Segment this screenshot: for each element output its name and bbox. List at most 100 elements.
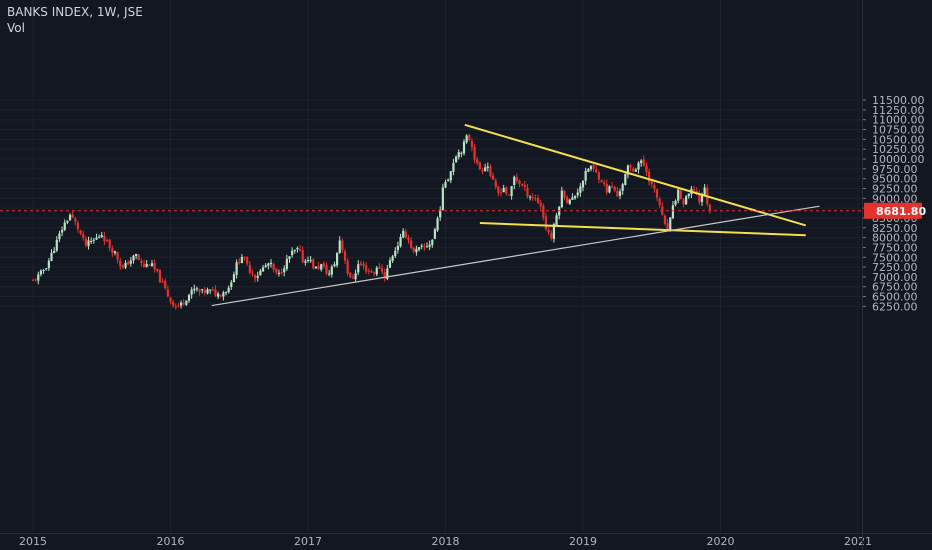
candle-down [600, 180, 603, 183]
price-axis-label: 9250.00 [872, 182, 918, 195]
candle-up [454, 156, 458, 163]
candle-up [256, 275, 259, 278]
candle-down [666, 223, 669, 230]
candle-up [145, 263, 148, 267]
candle-down [103, 235, 106, 242]
candle-down [312, 259, 315, 269]
candle-up [330, 266, 333, 275]
candle-up [555, 215, 558, 226]
candle-down [595, 169, 598, 173]
candle-up [201, 289, 204, 291]
candle-up [53, 250, 56, 253]
candle-up [55, 239, 58, 251]
candle-down [169, 297, 172, 302]
price-axis-label: 6250.00 [872, 300, 918, 313]
candle-up [484, 167, 487, 171]
candle-down [166, 289, 169, 297]
candle-up [296, 247, 299, 250]
candle-up [63, 222, 66, 230]
candle-up [124, 262, 127, 268]
price-axis-label: 8000.00 [872, 232, 918, 245]
candle-up [222, 292, 225, 297]
candle-up [357, 264, 360, 273]
price-axis-label: 9000.00 [872, 192, 918, 205]
candle-down [76, 222, 80, 230]
candle-down [592, 165, 595, 169]
trendline-yellow-2 [479, 222, 806, 237]
candle-up [98, 236, 101, 238]
candle-down [174, 306, 177, 308]
candle-down [161, 281, 164, 283]
candle-up [529, 196, 532, 198]
candle-up [425, 246, 429, 248]
candle-down [547, 229, 550, 233]
candle-up [439, 209, 442, 218]
candle-down [177, 305, 180, 307]
candle-down [325, 265, 328, 274]
candle-down [373, 272, 376, 274]
trendlines [211, 123, 820, 307]
candle-down [629, 165, 632, 168]
candle-down [351, 277, 355, 279]
price-axis-label: 11500.00 [872, 94, 925, 107]
candle-down [423, 246, 426, 248]
trendline-white-3 [211, 205, 820, 307]
candle-up [291, 250, 294, 256]
candle-up [396, 245, 400, 251]
candle-up [333, 264, 336, 267]
price-axis-label: 11250.00 [872, 104, 925, 117]
candle-down [478, 162, 481, 170]
price-axis-label: 8250.00 [872, 222, 918, 235]
candle-up [703, 187, 706, 196]
candle-up [179, 302, 183, 306]
candle-down [505, 187, 508, 194]
candle-down [214, 289, 217, 296]
candle-down [153, 263, 156, 270]
candle-up [428, 244, 431, 247]
candle-down [536, 197, 540, 203]
candle-up [100, 235, 103, 238]
candle-up [42, 269, 45, 271]
time-axis-label: 2015 [19, 535, 47, 548]
candle-up [621, 184, 624, 191]
candle-down [148, 265, 151, 267]
candle-up [288, 256, 291, 259]
candle-down [610, 186, 614, 188]
price-axis-label: 6750.00 [872, 281, 918, 294]
candle-down [246, 257, 249, 264]
candle-down [523, 184, 526, 188]
candle-down [322, 263, 325, 267]
candle-up [581, 181, 585, 188]
candle-down [499, 192, 503, 194]
current-price-tag: 8681.80 [864, 202, 926, 219]
candle-down [497, 186, 500, 194]
price-axis-label: 6500.00 [872, 291, 918, 304]
candle-up [306, 259, 310, 261]
time-axis-label: 2019 [569, 535, 597, 548]
candle-down [370, 270, 373, 273]
candle-up [608, 186, 611, 193]
symbol-title: BANKS INDEX, 1W, JSE [7, 5, 143, 19]
time-axis[interactable]: 2015 2016 2017 2018 2019 2020 2021 [19, 535, 872, 548]
candle-up [449, 171, 452, 181]
candle-down [346, 260, 349, 274]
candle-down [219, 294, 222, 297]
candle-up [436, 218, 439, 231]
candle-up [230, 282, 233, 287]
candle-up [386, 268, 389, 279]
candle-down [653, 184, 656, 189]
candle-up [150, 263, 154, 267]
candle-up [209, 289, 212, 291]
candle-down [172, 301, 175, 306]
current-price-tag-box [864, 202, 922, 219]
candle-up [335, 252, 339, 266]
candle-up [433, 229, 437, 239]
time-axis-label: 2021 [844, 535, 872, 548]
candle-down [470, 141, 474, 148]
candle-down [380, 268, 384, 272]
candle-down [468, 135, 471, 141]
candle-up [235, 262, 238, 275]
